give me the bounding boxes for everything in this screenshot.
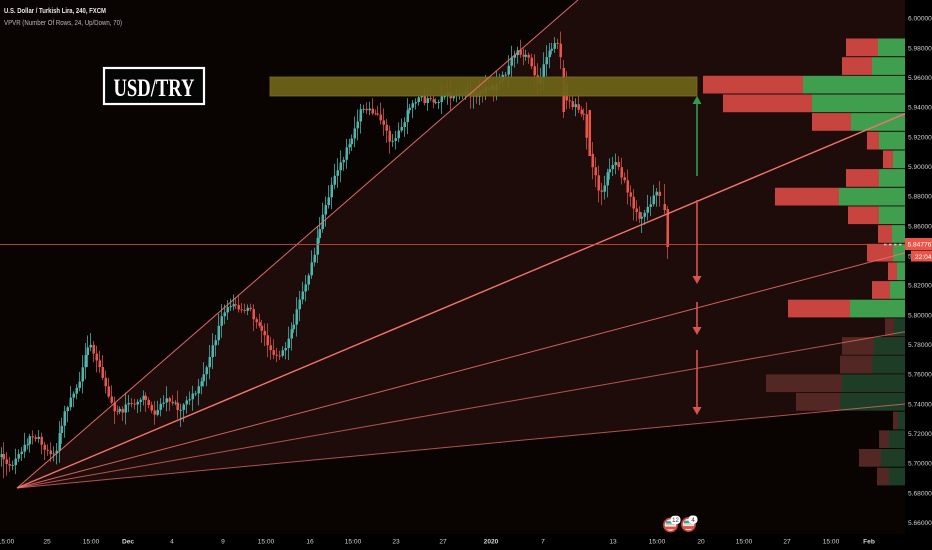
svg-text:5.70000: 5.70000 [908,461,932,468]
svg-text:Dec: Dec [122,539,134,546]
svg-text:5.94000: 5.94000 [908,105,932,112]
svg-text:5.82000: 5.82000 [908,283,932,290]
svg-text:5.96000: 5.96000 [908,75,932,82]
svg-text:5.88000: 5.88000 [908,194,932,201]
svg-text:15:00: 15:00 [258,539,275,546]
svg-text:27: 27 [439,539,447,546]
svg-text:9: 9 [221,539,225,546]
svg-text:12: 12 [672,518,679,524]
svg-text:5.90000: 5.90000 [908,164,932,171]
svg-text:20: 20 [697,539,705,546]
svg-text:4: 4 [170,539,174,546]
svg-text:5.80000: 5.80000 [908,312,932,319]
svg-text:5.92000: 5.92000 [908,134,932,141]
svg-text:5.86000: 5.86000 [908,223,932,230]
svg-text:23: 23 [392,539,400,546]
svg-text:16: 16 [306,539,314,546]
svg-text:2020: 2020 [484,539,499,546]
svg-text:5.98000: 5.98000 [908,45,932,52]
svg-text:15:00: 15:00 [736,539,753,546]
svg-text:5.74000: 5.74000 [908,401,932,408]
svg-text:4: 4 [691,518,695,524]
svg-text:15:00: 15:00 [345,539,362,546]
svg-text:5.78000: 5.78000 [908,342,932,349]
svg-text:5.68000: 5.68000 [908,490,932,497]
svg-text:Feb: Feb [863,539,875,546]
svg-text:13: 13 [609,539,617,546]
svg-text:5.72000: 5.72000 [908,431,932,438]
svg-text:U.S. Dollar / Turkish Lira, 24: U.S. Dollar / Turkish Lira, 240, FXCM [4,6,106,15]
svg-text:15:00: 15:00 [823,539,840,546]
svg-text:5.66000: 5.66000 [908,520,932,527]
svg-text:7: 7 [541,539,545,546]
svg-text:5.76000: 5.76000 [908,372,932,379]
svg-text:15:00: 15:00 [83,539,100,546]
svg-text:25: 25 [43,539,51,546]
svg-text:6.00000: 6.00000 [908,16,932,23]
svg-text:VPVR (Number Of Rows, 24, Up/D: VPVR (Number Of Rows, 24, Up/Down, 70) [4,18,122,27]
svg-text:USD/TRY: USD/TRY [114,75,195,102]
svg-text:22:04: 22:04 [915,254,932,261]
svg-text:15:00: 15:00 [0,539,15,546]
svg-text:5.84776: 5.84776 [908,242,932,249]
svg-text:15:00: 15:00 [649,539,666,546]
svg-text:27: 27 [783,539,791,546]
